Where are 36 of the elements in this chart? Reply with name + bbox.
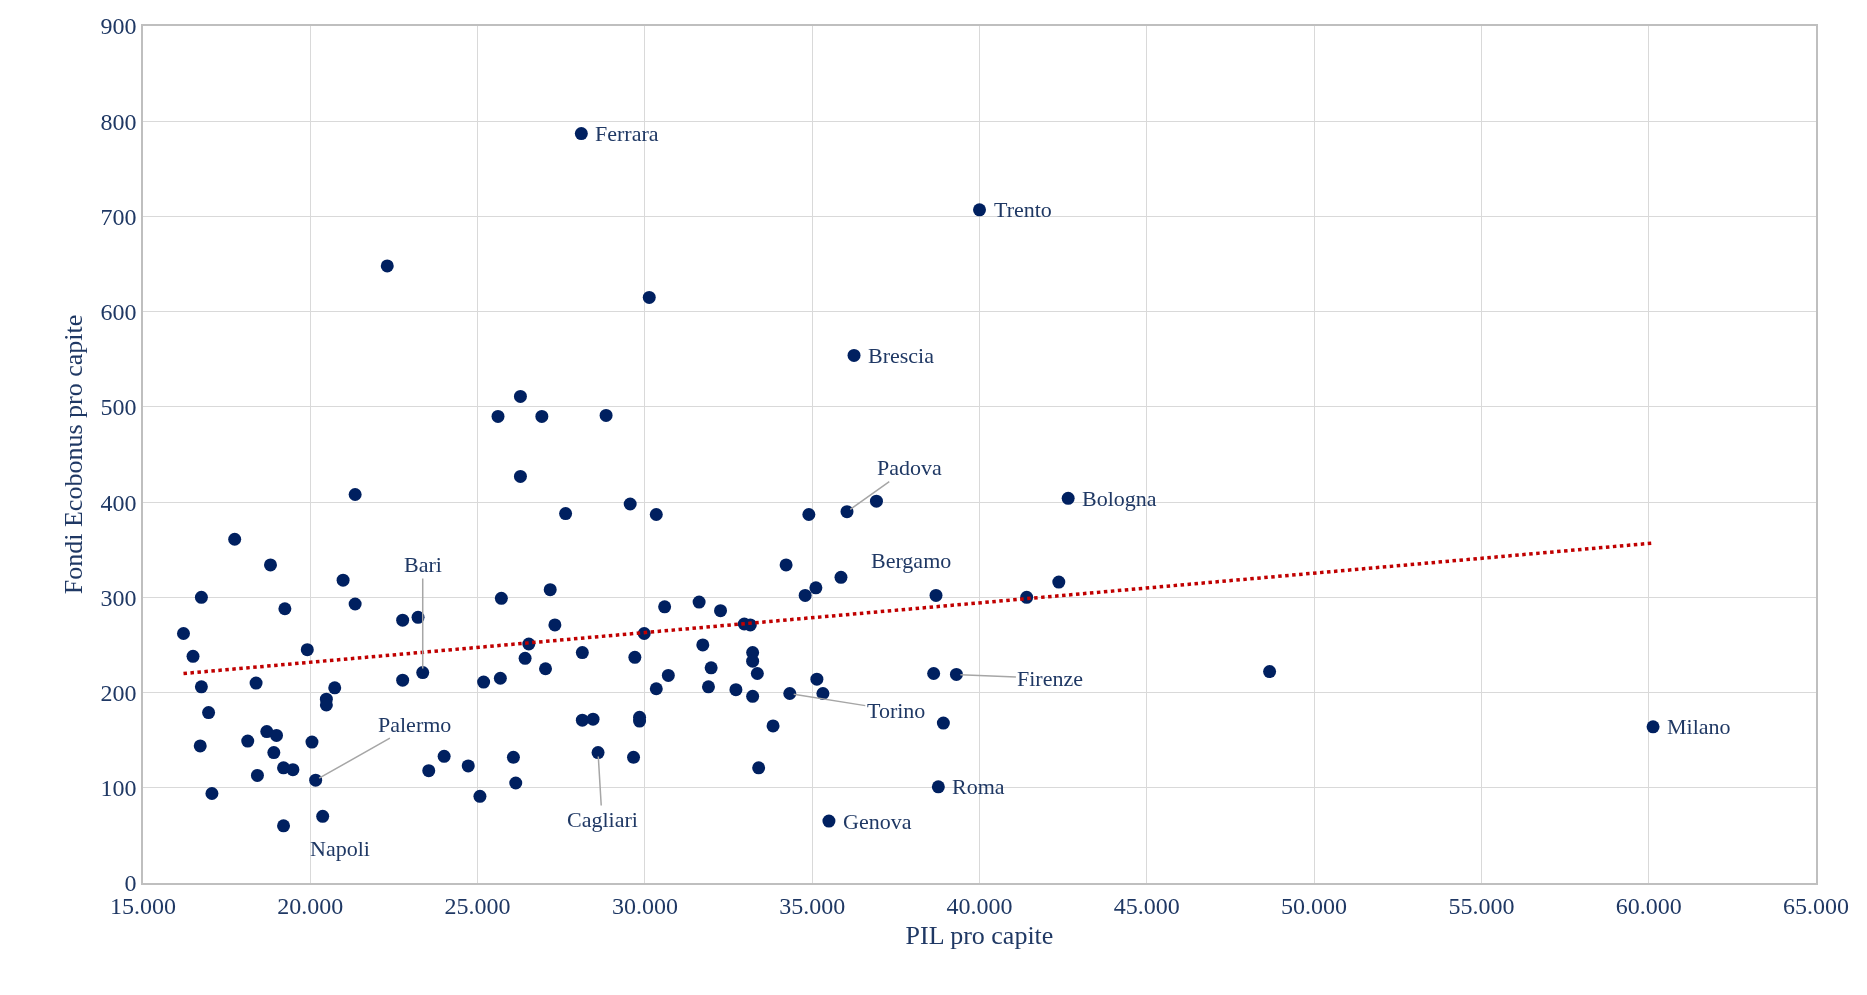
- annotation: Brescia: [868, 343, 935, 368]
- annotation: Napoli: [310, 836, 370, 861]
- annotation: Trento: [994, 197, 1052, 222]
- annotation: Bergamo: [871, 548, 952, 573]
- x-tick-label: 20.000: [277, 892, 344, 919]
- y-axis-title: Fondi Ecobonus pro capite: [59, 314, 89, 595]
- x-axis-title: PIL pro capite: [905, 920, 1054, 950]
- x-tick-label: 65.000: [1783, 892, 1849, 919]
- y-tick-label: 400: [100, 489, 137, 516]
- y-tick-label: 700: [100, 203, 137, 230]
- x-tick-label: 40.000: [946, 892, 1013, 919]
- annotation: Milano: [1667, 714, 1731, 739]
- annotation: Roma: [952, 774, 1005, 799]
- x-tick-label: 25.000: [444, 892, 511, 919]
- x-tick-label: 50.000: [1281, 892, 1348, 919]
- annotation: Padova: [877, 455, 942, 480]
- y-tick-label: 300: [100, 584, 137, 611]
- annotation: Firenze: [1017, 666, 1083, 691]
- x-tick-label: 30.000: [611, 892, 678, 919]
- annotation: Ferrara: [595, 121, 659, 146]
- annotation: Bologna: [1082, 486, 1157, 511]
- x-tick-label: 60.000: [1615, 892, 1682, 919]
- y-tick-label: 900: [100, 13, 137, 40]
- y-tick-label: 800: [100, 108, 137, 135]
- x-tick-label: 35.000: [779, 892, 846, 919]
- y-tick-label: 500: [100, 394, 137, 421]
- y-tick-label: 100: [100, 775, 137, 802]
- annotation: Torino: [867, 698, 926, 723]
- x-tick-label: 55.000: [1448, 892, 1515, 919]
- annotation: Cagliari: [567, 807, 638, 832]
- y-tick-label: 600: [100, 299, 137, 326]
- y-tick-label: 200: [100, 679, 137, 706]
- x-tick-label: 45.000: [1113, 892, 1180, 919]
- annotation: Genova: [843, 809, 912, 834]
- annotation: Palermo: [378, 712, 452, 737]
- annotation: Bari: [404, 552, 442, 577]
